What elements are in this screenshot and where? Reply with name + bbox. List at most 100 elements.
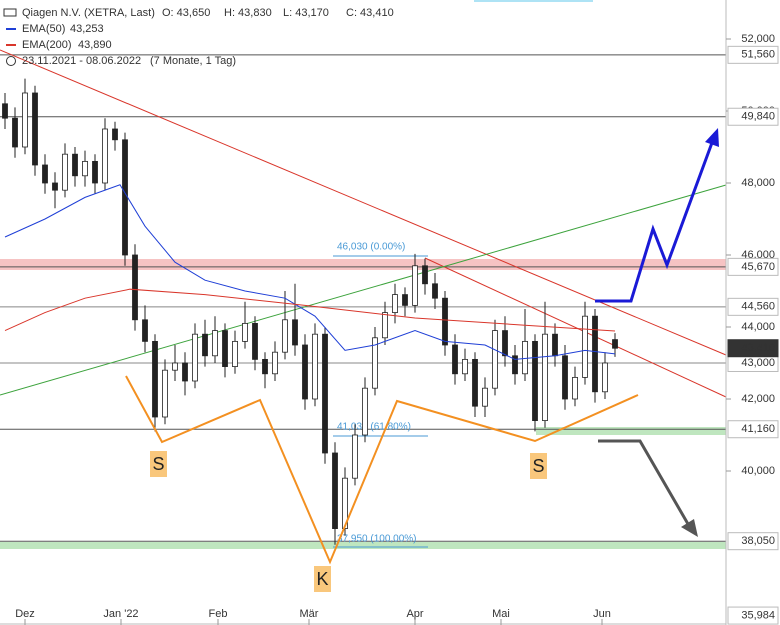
candle-body xyxy=(342,477,348,529)
candle-body xyxy=(542,333,548,421)
legend-name: EMA(50) xyxy=(22,23,65,35)
trendline xyxy=(0,49,727,356)
candle-body xyxy=(232,340,238,367)
level-label: 43,410 xyxy=(741,342,775,354)
candle-body xyxy=(492,330,498,389)
candle-body xyxy=(432,283,438,299)
resistance-band xyxy=(0,259,726,270)
support-band xyxy=(536,427,726,435)
quote: L: 43,170 xyxy=(283,7,329,19)
level-box xyxy=(727,257,779,276)
candle-body xyxy=(402,294,408,306)
candle-body xyxy=(532,340,538,421)
level-label: 49,840 xyxy=(741,111,775,123)
x-tick-label: Mai xyxy=(492,608,510,620)
candle-body xyxy=(502,330,508,357)
top-marker xyxy=(474,0,593,2)
candle-body xyxy=(312,333,318,400)
candle-body xyxy=(92,160,98,184)
x-tick-label: Apr xyxy=(406,608,423,620)
candle-body xyxy=(162,369,168,418)
level-label: 38,050 xyxy=(741,535,775,547)
candle-body xyxy=(212,330,218,357)
level-box xyxy=(727,45,779,64)
legend-swatch xyxy=(6,28,16,30)
candle-body xyxy=(182,362,188,382)
candle-body xyxy=(102,128,108,184)
candle-body xyxy=(442,297,448,346)
candle-body xyxy=(282,319,288,353)
candle-body xyxy=(152,340,158,418)
candle-body xyxy=(332,452,338,529)
legend-value: 43,890 xyxy=(78,39,112,51)
level-box xyxy=(727,420,779,439)
period-note: (7 Monate, 1 Tag) xyxy=(150,55,236,67)
support-band xyxy=(0,542,726,549)
candle-body xyxy=(302,344,308,400)
candle-body xyxy=(52,182,58,191)
candle-body xyxy=(242,322,248,342)
x-tick-label: Feb xyxy=(209,608,228,620)
scenario-arrow xyxy=(595,139,715,303)
ema-line xyxy=(4,184,616,360)
level-label: 44,560 xyxy=(741,301,775,313)
fib-label: 46,030 (0.00%) xyxy=(337,242,405,253)
candle-body xyxy=(592,315,598,393)
level-box xyxy=(727,532,779,551)
legend: Qiagen N.V. (XETRA, Last) O: 43,650 H: 4… xyxy=(3,7,394,67)
candle-body xyxy=(452,344,458,375)
candle-body xyxy=(262,358,268,375)
ema-line xyxy=(4,288,616,332)
candle-body xyxy=(32,92,38,166)
candle-body xyxy=(112,128,118,141)
x-tick-label: Mär xyxy=(300,608,319,620)
candle-body xyxy=(552,333,558,357)
trendline xyxy=(424,257,727,398)
x-tick-label: Dez xyxy=(15,608,35,620)
level-box xyxy=(727,297,779,316)
quote: O: 43,650 xyxy=(162,7,210,19)
candle-body xyxy=(512,355,518,375)
candle-body xyxy=(2,103,8,119)
level-label: 51,560 xyxy=(741,49,775,61)
candle-body xyxy=(322,333,328,454)
legend-name: EMA(200) xyxy=(22,39,72,51)
candle-body xyxy=(42,164,48,184)
period: 23.11.2021 - 08.06.2022 xyxy=(22,55,141,67)
legend-swatch xyxy=(6,44,16,46)
legend-title: Qiagen N.V. (XETRA, Last) xyxy=(22,7,155,19)
candle-body xyxy=(12,117,18,148)
x-tick-label: Jun xyxy=(593,608,611,620)
candle-body xyxy=(292,319,298,346)
candle-body xyxy=(572,376,578,400)
level-label: 43,000 xyxy=(741,357,775,369)
candle-body xyxy=(202,333,208,357)
level-label: 41,160 xyxy=(741,423,775,435)
candle-body xyxy=(272,351,278,375)
pattern-label: K xyxy=(316,569,328,589)
candle-body xyxy=(482,387,488,407)
pattern-label: S xyxy=(152,454,164,474)
candle-body xyxy=(122,139,128,256)
level-box xyxy=(727,107,779,126)
sks-pattern xyxy=(125,375,639,565)
fib-label: 41,037 (61.80%) xyxy=(337,422,411,433)
candle-body xyxy=(192,333,198,382)
candle-body xyxy=(392,294,398,313)
x-tick-label: Jan '22 xyxy=(103,608,138,620)
candle-body xyxy=(602,362,608,393)
y-tick-label: 46,000 xyxy=(741,249,775,261)
quote: H: 43,830 xyxy=(224,7,272,19)
candle-body xyxy=(172,362,178,371)
level-label: 35,984 xyxy=(741,609,775,621)
label-box xyxy=(150,451,167,477)
legend-icon xyxy=(3,8,17,17)
candle-body xyxy=(252,322,258,360)
fib-label: 37,950 (100,00%) xyxy=(337,534,417,545)
label-box xyxy=(314,566,331,592)
candle-body xyxy=(132,254,138,321)
candle-body xyxy=(582,315,588,378)
legend-value: 43,253 xyxy=(70,23,104,35)
candle-body xyxy=(462,358,468,375)
